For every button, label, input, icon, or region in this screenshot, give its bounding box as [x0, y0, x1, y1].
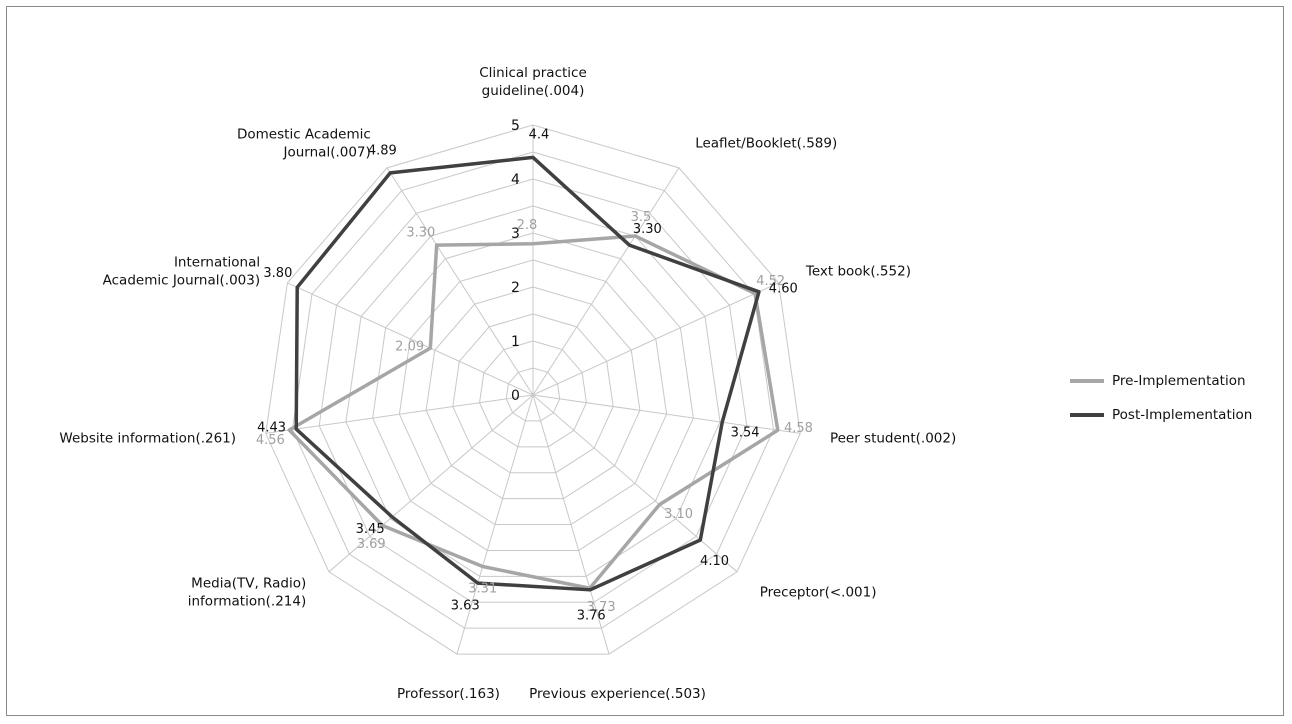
legend-label-post: Post-Implementation — [1112, 407, 1253, 423]
data-label-post: 3.80 — [263, 266, 292, 281]
axis-label: Clinical practice — [479, 65, 587, 81]
grid-spoke — [532, 394, 801, 434]
series-line-post — [294, 155, 761, 592]
axis-label: Peer student(.002) — [830, 431, 956, 447]
data-label-post: 4.10 — [700, 554, 729, 569]
axis-label: Domestic Academic — [237, 127, 371, 143]
grid-spoke — [532, 394, 610, 655]
chart-frame — [6, 6, 1284, 716]
axis-label: Text book(.552) — [805, 263, 911, 279]
grid-ring — [265, 124, 801, 655]
axis-label: Preceptor(<.001) — [760, 584, 877, 600]
legend-swatch-pre — [1070, 379, 1104, 383]
grid-ring — [372, 232, 694, 551]
data-label-post: 3.45 — [356, 522, 385, 537]
axis-label: Media(TV, Radio) — [191, 575, 306, 591]
tick-label: 1 — [511, 334, 520, 350]
data-label-pre: 2.09 — [395, 339, 424, 354]
grid-spoke — [532, 394, 738, 573]
legend-item-post: Post-Implementation — [1070, 398, 1252, 432]
tick-label: 5 — [511, 118, 520, 134]
tick-label: 3 — [511, 226, 520, 242]
grid-spoke — [328, 394, 534, 573]
data-label-post: 3.76 — [577, 609, 606, 624]
data-label-pre: 3.69 — [357, 537, 386, 552]
grid-ring — [452, 313, 614, 474]
axis-label: Leaflet/Booklet(.589) — [695, 136, 837, 152]
data-label-post: 4.43 — [257, 421, 286, 436]
grid-ring — [425, 286, 641, 500]
grid-spoke — [386, 167, 534, 396]
grid-ring — [479, 340, 587, 448]
axis-label: Previous experience(.503) — [529, 686, 706, 702]
grid-spoke — [532, 167, 680, 396]
data-label-pre: 3.73 — [587, 600, 616, 615]
data-label-pre: 4.56 — [256, 433, 285, 448]
data-label-pre: 4.58 — [784, 421, 813, 436]
axis-label: Academic Journal(.003) — [103, 272, 260, 288]
axis-label: information(.214) — [188, 593, 307, 609]
data-label-pre: 3.30 — [406, 226, 435, 241]
legend: Pre-Implementation Post-Implementation — [1070, 364, 1252, 432]
data-label-post: 4.4 — [529, 127, 550, 142]
data-label-pre: 3.10 — [664, 507, 693, 522]
data-label-post: 3.54 — [731, 426, 760, 441]
data-label-pre: 3.31 — [468, 581, 497, 596]
grid-ring — [505, 367, 561, 422]
tick-label: 0 — [511, 388, 520, 404]
axis-label: International — [174, 254, 260, 270]
legend-label-pre: Pre-Implementation — [1112, 373, 1246, 389]
grid-ring — [291, 151, 775, 629]
grid-ring — [318, 178, 748, 603]
axis-label: Website information(.261) — [59, 431, 236, 447]
data-label-pre: 3.5 — [631, 210, 652, 225]
tick-label: 2 — [511, 280, 520, 296]
data-label-pre: 2.8 — [517, 218, 538, 233]
data-label-pre: 4.52 — [756, 274, 785, 289]
data-label-post: 3.30 — [633, 222, 662, 237]
grid-spoke — [265, 394, 534, 434]
data-label-post: 4.60 — [769, 281, 798, 296]
grid-spoke — [456, 394, 534, 655]
axis-label: Journal(.007) — [283, 145, 371, 161]
axis-label: Professor(.163) — [397, 686, 500, 702]
grid-spoke — [532, 282, 779, 396]
data-label-post: 3.63 — [451, 598, 480, 613]
axis-label: guideline(.004) — [482, 83, 585, 99]
grid-ring — [398, 259, 668, 526]
data-label-post: 4.89 — [368, 143, 397, 158]
legend-swatch-post — [1070, 413, 1104, 417]
legend-item-pre: Pre-Implementation — [1070, 364, 1252, 398]
grid-spoke — [287, 282, 534, 396]
tick-label: 4 — [511, 172, 520, 188]
